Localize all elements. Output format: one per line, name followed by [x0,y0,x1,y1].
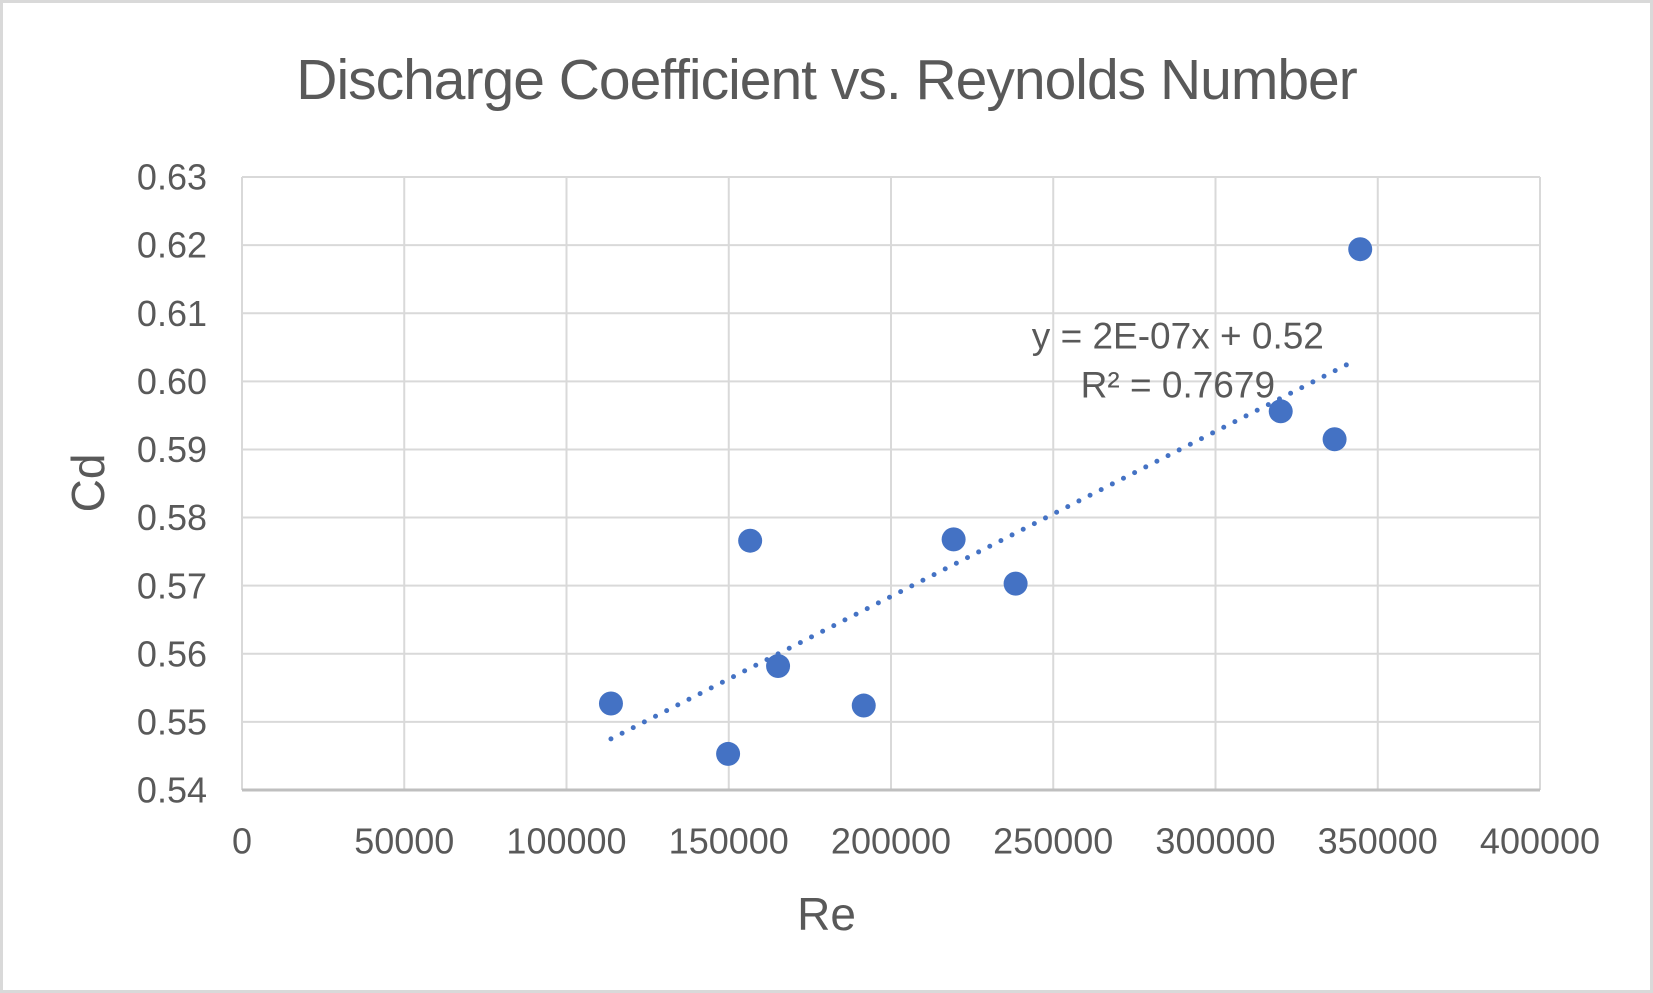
data-point [738,528,763,553]
data-point [1348,237,1373,262]
data-point [851,693,876,718]
trendline-r-squared: R² = 0.7679 [1081,365,1275,406]
data-point [1003,571,1028,596]
trendline [608,361,1352,742]
y-tick-label: 0.54 [137,770,207,811]
data-point [598,691,623,716]
data-point [1322,427,1347,452]
x-tick-label: 50000 [354,821,454,862]
data-point [941,527,966,552]
y-tick-label: 0.60 [137,361,207,402]
x-tick-label: 150000 [669,821,789,862]
y-tick-label: 0.63 [137,157,207,198]
data-point [1268,399,1293,424]
plot-svg: 0.54 0.55 0.56 0.57 0.58 0.59 0.60 0.61 0.62 0.63… [137,157,1600,862]
y-tick-label: 0.62 [137,225,207,266]
x-axis-title: Re [797,888,856,940]
chart-title: Discharge Coefficient vs. Reynolds Numbe… [296,48,1357,112]
x-tick-label: 0 [232,821,252,862]
y-tick-label: 0.59 [137,429,207,470]
x-tick-label: 100000 [506,821,626,862]
x-tick-label: 250000 [993,821,1113,862]
x-tick-label: 300000 [1155,821,1275,862]
y-tick-label: 0.61 [137,293,207,334]
data-point [766,654,791,679]
y-tick-label: 0.57 [137,565,207,606]
x-tick-label: 200000 [831,821,951,862]
x-tick-label: 400000 [1480,821,1600,862]
trendline-equation: y = 2E-07x + 0.52 [1032,316,1324,357]
y-tick-label: 0.58 [137,497,207,538]
y-tick-label: 0.56 [137,633,207,674]
y-tick-label: 0.55 [137,701,207,742]
data-point [716,741,741,766]
x-tick-label: 350000 [1318,821,1438,862]
